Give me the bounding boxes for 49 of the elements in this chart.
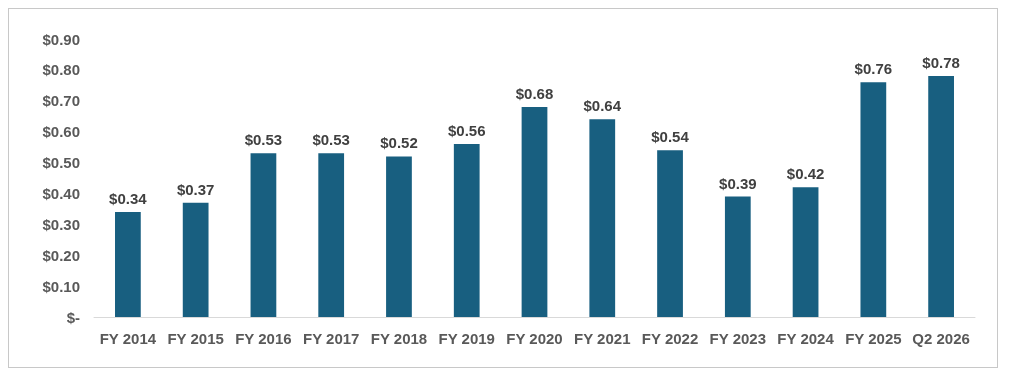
data-label: $0.53 [244,131,283,149]
y-tick-label: $0.50 [42,154,80,172]
x-tick-label: FY 2025 [845,330,902,347]
y-tick-label: $- [66,308,80,326]
data-label: $0.52 [380,134,418,152]
x-tick-label: FY 2019 [438,330,495,347]
data-label: $0.54 [651,128,690,146]
data-label: $0.37 [176,180,215,198]
bar [250,153,277,317]
bar [928,76,954,317]
x-tick-label: FY 2015 [167,330,224,347]
bar [453,144,480,317]
y-tick-label: $0.90 [42,30,80,48]
bar [182,202,209,317]
x-tick-label: FY 2021 [574,330,631,347]
bar [318,153,345,317]
x-tick-label: Q2 2026 [912,330,970,347]
x-tick-label: FY 2018 [370,330,428,347]
y-tick-label: $0.20 [42,246,80,264]
data-label: $0.64 [583,97,622,115]
x-tick-label: FY 2017 [302,330,360,347]
bar [521,106,548,317]
data-label: $0.76 [854,60,893,78]
data-label: $0.56 [447,122,486,140]
bar [860,82,887,317]
data-label: $0.78 [922,54,960,72]
x-tick-label: FY 2020 [506,330,563,347]
data-label: $0.68 [515,84,554,102]
y-tick-label: $0.80 [42,61,80,79]
x-tick-label: FY 2024 [777,330,835,347]
data-label: $0.53 [312,131,350,149]
x-tick-label: FY 2023 [709,330,767,347]
bar [657,150,683,317]
data-label: $0.34 [109,189,148,207]
x-tick-label: FY 2016 [235,330,292,347]
x-tick-label: FY 2014 [99,330,157,347]
bar [792,187,819,317]
bar [386,156,412,317]
y-tick-label: $0.10 [42,277,80,295]
data-label: $0.42 [786,165,825,183]
bar [724,196,751,317]
data-label: $0.39 [719,174,757,192]
bar [589,119,616,317]
x-tick-label: FY 2022 [641,330,699,347]
y-tick-label: $0.60 [42,123,80,141]
y-tick-label: $0.40 [42,184,80,202]
y-tick-label: $0.70 [42,92,80,110]
y-tick-label: $0.30 [42,215,80,233]
bar [115,211,141,317]
